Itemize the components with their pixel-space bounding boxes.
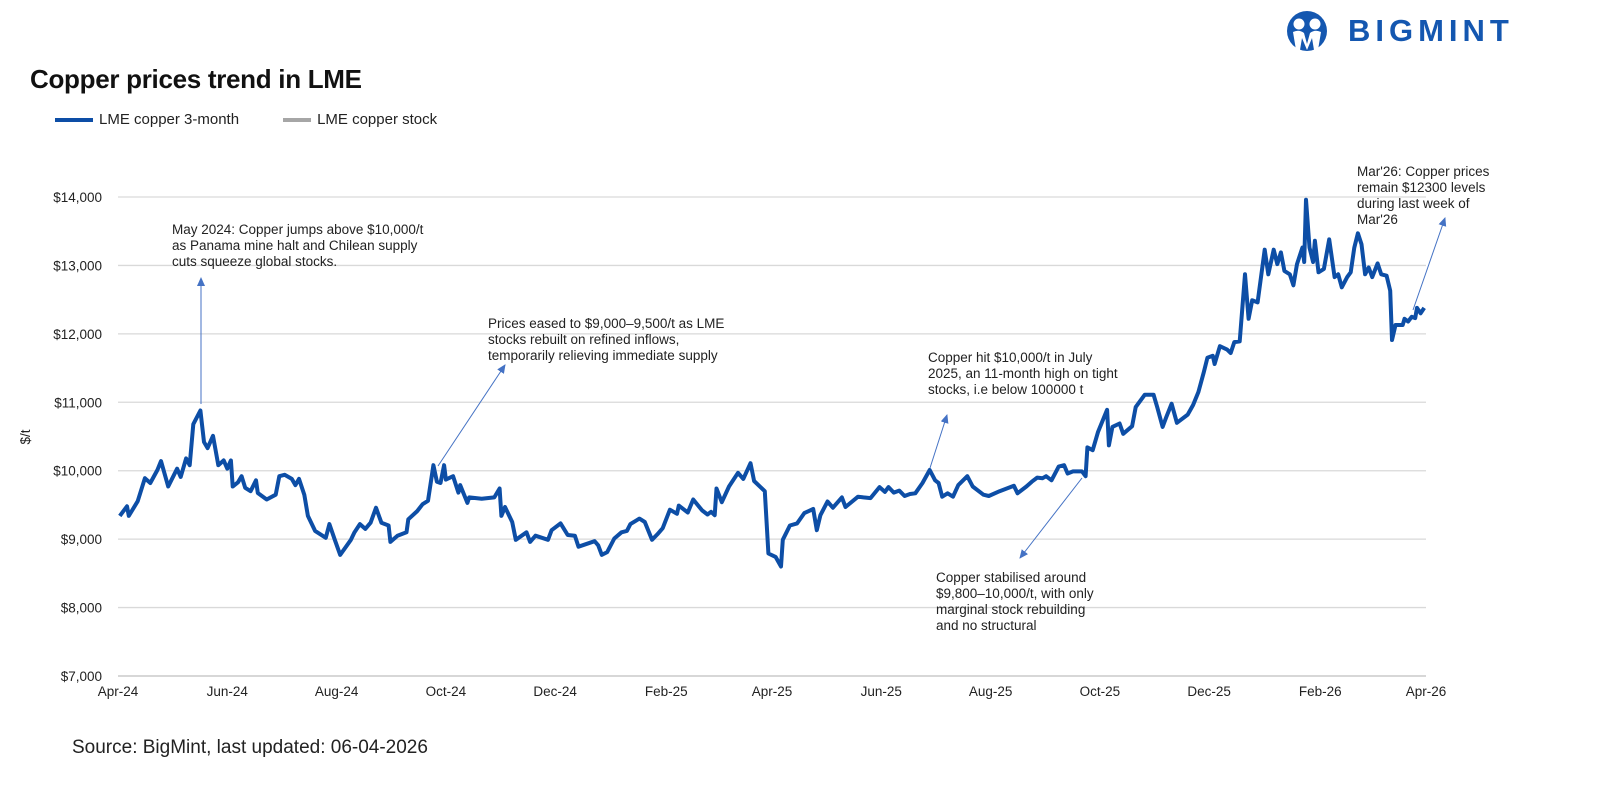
- x-tick-label: Oct-25: [1080, 684, 1121, 699]
- annotation-mar-26: Mar'26: Copper prices remain $12300 leve…: [1357, 164, 1490, 227]
- annotation-prices-eased: Prices eased to $9,000–9,500/t as LME st…: [488, 316, 725, 363]
- y-tick-label: $9,000: [61, 532, 102, 547]
- x-tick-label: Dec-25: [1187, 684, 1231, 699]
- series-line-lme-copper-3-month: [118, 197, 1426, 569]
- legend-item-copper-stock: LME copper stock: [283, 111, 437, 128]
- x-tick-label: Jun-25: [861, 684, 902, 699]
- annotation-arrow-4: [1019, 477, 1083, 559]
- annotation-arrow-3: [929, 414, 949, 469]
- y-tick-label: $8,000: [61, 601, 102, 616]
- bigmint-logo-icon: [1287, 11, 1327, 51]
- annotation-arrow-5: [1412, 217, 1447, 311]
- chart-title: Copper prices trend in LME: [30, 64, 362, 94]
- legend-label: LME copper 3-month: [99, 111, 240, 128]
- annotation-july-2025: Copper hit $10,000/t in July 2025, an 11…: [928, 350, 1118, 397]
- x-tick-label: Jun-24: [207, 684, 249, 699]
- legend-label: LME copper stock: [317, 111, 438, 128]
- y-tick-label: $13,000: [53, 258, 102, 273]
- x-tick-label: Dec-24: [533, 684, 577, 699]
- y-tick-label: $11,000: [54, 395, 102, 410]
- y-tick-label: $12,000: [53, 327, 102, 342]
- y-tick-label: $7,000: [61, 669, 102, 684]
- source-note: Source: BigMint, last updated: 06-04-202…: [72, 737, 428, 758]
- logo-text: BIGMINT: [1348, 13, 1514, 48]
- x-tick-label: Feb-26: [1299, 684, 1342, 699]
- y-tick-label: $14,000: [53, 190, 102, 205]
- y-axis-label: $/t: [18, 429, 33, 444]
- x-tick-label: Apr-26: [1406, 684, 1447, 699]
- bigmint-logo: BIGMINT: [1282, 10, 1514, 52]
- legend-item-copper-3-month: LME copper 3-month: [55, 111, 239, 128]
- legend-swatch-gray: [283, 117, 312, 122]
- annotation-may-2024: May 2024: Copper jumps above $10,000/t a…: [172, 222, 424, 269]
- x-tick-label: Apr-25: [752, 684, 793, 699]
- annotation-arrow-2: [437, 364, 506, 467]
- annotation-stabilised: Copper stabilised around $9,800–10,000/t…: [936, 570, 1094, 633]
- x-tick-label: Oct-24: [426, 684, 467, 699]
- x-tick-label: Feb-25: [645, 684, 688, 699]
- x-tick-label: Aug-24: [315, 684, 359, 699]
- x-tick-label: Aug-25: [969, 684, 1013, 699]
- legend: LME copper 3-month LME copper stock: [55, 111, 481, 128]
- x-tick-label: Apr-24: [98, 684, 139, 699]
- y-tick-label: $10,000: [53, 464, 102, 479]
- legend-swatch-blue: [55, 117, 93, 122]
